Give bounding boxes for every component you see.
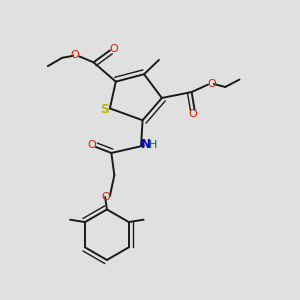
Text: O: O — [208, 79, 217, 89]
Text: O: O — [189, 109, 197, 119]
Text: N: N — [141, 138, 151, 152]
Text: O: O — [87, 140, 96, 150]
Text: O: O — [71, 50, 80, 61]
Text: S: S — [100, 103, 109, 116]
Text: O: O — [101, 192, 110, 202]
Text: O: O — [110, 44, 118, 54]
Text: H: H — [149, 140, 157, 150]
